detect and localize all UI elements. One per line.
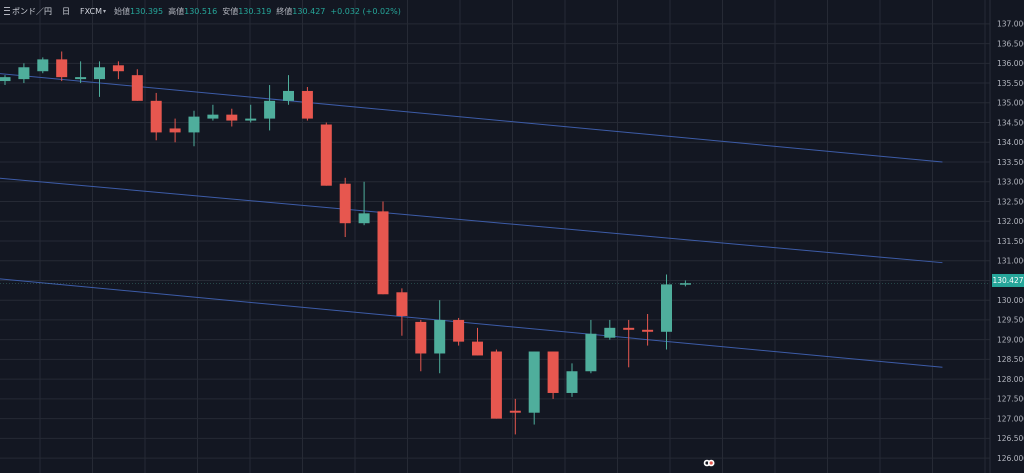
y-tick-label: 129.000 bbox=[997, 335, 1024, 344]
candle-up[interactable] bbox=[94, 67, 105, 80]
candle-down[interactable] bbox=[320, 124, 332, 186]
candle-up[interactable] bbox=[661, 284, 672, 332]
y-tick-label: 136.000 bbox=[997, 59, 1024, 68]
candle-down[interactable] bbox=[150, 100, 162, 133]
symbol-name[interactable]: ポンド／円 bbox=[12, 6, 52, 16]
candle-up[interactable] bbox=[358, 213, 370, 224]
candle-down[interactable] bbox=[453, 319, 465, 342]
candle-up[interactable] bbox=[0, 77, 11, 82]
y-tick-label: 130.000 bbox=[997, 296, 1024, 305]
y-tick-label: 134.000 bbox=[997, 138, 1024, 147]
candle-up[interactable] bbox=[434, 319, 446, 354]
candle-up[interactable] bbox=[528, 351, 540, 413]
y-tick-label: 135.000 bbox=[997, 99, 1024, 108]
candle-down[interactable] bbox=[56, 59, 68, 78]
y-tick-label: 136.500 bbox=[997, 39, 1024, 48]
candle-down[interactable] bbox=[623, 327, 635, 330]
candle-down[interactable] bbox=[490, 351, 502, 419]
close-value: 130.427 bbox=[292, 6, 326, 16]
symbol-info-bar: ポンド／円 日 FXCM ▾ 始値 130.395 高値 130.516 安値 … bbox=[4, 3, 401, 19]
y-tick-label: 135.500 bbox=[997, 79, 1024, 88]
timeframe-label[interactable]: 日 bbox=[62, 6, 70, 16]
y-tick-label: 131.000 bbox=[997, 257, 1024, 266]
candle-down[interactable] bbox=[301, 90, 313, 119]
candle-up[interactable] bbox=[283, 90, 294, 101]
candle-up[interactable] bbox=[585, 333, 597, 372]
exchange-label[interactable]: FXCM bbox=[80, 6, 102, 16]
menu-icon[interactable] bbox=[4, 7, 10, 15]
y-tick-label: 134.500 bbox=[997, 118, 1024, 127]
y-tick-label: 132.500 bbox=[997, 197, 1024, 206]
y-tick-label: 132.000 bbox=[997, 217, 1024, 226]
candle-up[interactable] bbox=[75, 77, 87, 80]
candle-up[interactable] bbox=[207, 114, 219, 119]
candle-up[interactable] bbox=[604, 327, 616, 338]
low-value: 130.319 bbox=[238, 6, 272, 16]
candle-down[interactable] bbox=[131, 75, 143, 101]
candle-down[interactable] bbox=[415, 321, 427, 354]
low-label: 安値 bbox=[222, 6, 239, 16]
chevron-down-icon[interactable]: ▾ bbox=[103, 7, 107, 15]
open-label: 始値 bbox=[114, 6, 131, 16]
y-tick-label: 127.000 bbox=[997, 414, 1024, 423]
y-tick-label: 133.500 bbox=[997, 158, 1024, 167]
y-tick-label: 137.000 bbox=[997, 20, 1024, 29]
watermark-logo-icon[interactable] bbox=[703, 458, 715, 468]
y-tick-label: 128.000 bbox=[997, 375, 1024, 384]
candle-down[interactable] bbox=[472, 341, 483, 356]
candle-down[interactable] bbox=[547, 351, 559, 393]
candle-down[interactable] bbox=[396, 292, 408, 316]
candle-down[interactable] bbox=[169, 128, 181, 133]
candle-down[interactable] bbox=[112, 65, 124, 72]
y-tick-label: 129.500 bbox=[997, 316, 1024, 325]
open-value: 130.395 bbox=[130, 6, 164, 16]
candle-up[interactable] bbox=[566, 371, 578, 393]
trendline[interactable] bbox=[0, 278, 943, 368]
candle-down[interactable] bbox=[339, 183, 351, 224]
trendline[interactable] bbox=[0, 177, 943, 264]
candle-up[interactable] bbox=[18, 67, 30, 80]
candle-up[interactable] bbox=[37, 59, 49, 72]
y-tick-label: 128.500 bbox=[997, 355, 1024, 364]
candle-down[interactable] bbox=[377, 211, 389, 295]
y-tick-label: 133.000 bbox=[997, 178, 1024, 187]
candle-down[interactable] bbox=[642, 329, 654, 332]
candle-up[interactable] bbox=[245, 118, 257, 121]
y-tick-label: 127.500 bbox=[997, 395, 1024, 404]
close-label: 終値 bbox=[276, 6, 293, 16]
candle-up[interactable] bbox=[188, 116, 200, 133]
candle-up[interactable] bbox=[679, 283, 691, 285]
high-value: 130.516 bbox=[184, 6, 218, 16]
trendline[interactable] bbox=[0, 73, 943, 163]
y-tick-label: 126.500 bbox=[997, 434, 1024, 443]
last-price-tag: 130.427 bbox=[992, 274, 1024, 287]
y-tick-label: 126.000 bbox=[997, 454, 1024, 463]
candle-up[interactable] bbox=[264, 100, 276, 119]
high-label: 高値 bbox=[168, 6, 185, 16]
y-tick-label: 131.500 bbox=[997, 237, 1024, 246]
candle-down[interactable] bbox=[509, 410, 521, 413]
candle-down[interactable] bbox=[226, 114, 238, 121]
change-value: +0.032 (+0.02%) bbox=[330, 6, 401, 16]
